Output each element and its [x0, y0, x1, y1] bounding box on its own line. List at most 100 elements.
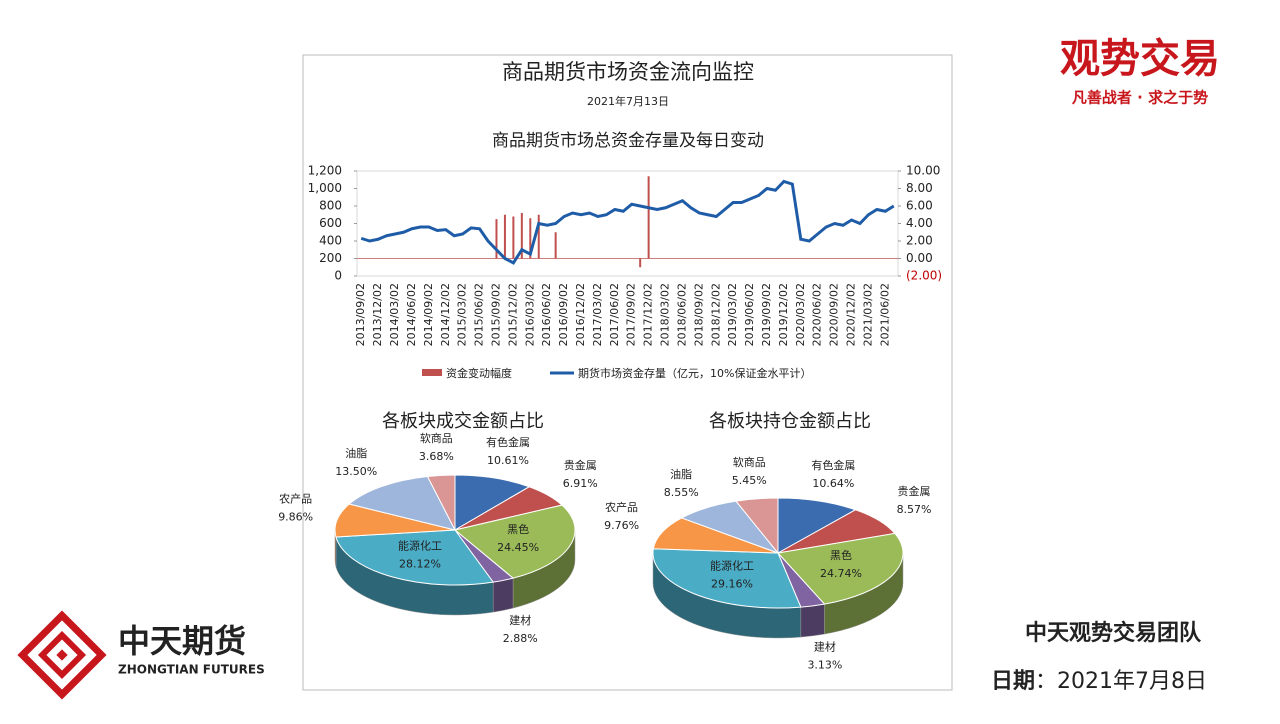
x-tick-label: 2020/09/02: [828, 283, 841, 346]
x-tick-label: 2016/06/02: [540, 283, 553, 346]
pie-label-name: 贵金属: [898, 484, 931, 498]
company-en: ZHONGTIAN FUTURES: [118, 663, 265, 677]
legend-label: 资金变动幅度: [446, 366, 512, 380]
pie-label-name: 有色金属: [486, 435, 530, 449]
pie-slice: [777, 532, 904, 605]
x-tick-label: 2021/06/02: [878, 283, 891, 346]
pie-label-name: 黑色: [830, 548, 852, 562]
pie-label-name: 有色金属: [811, 458, 855, 472]
x-tick-label: 2017/03/02: [591, 283, 604, 346]
pie-slice: [777, 497, 857, 554]
x-tick-label: 2016/09/02: [557, 283, 570, 346]
x-tick-label: 2020/03/02: [794, 283, 807, 346]
pie-label-name: 农产品: [279, 492, 312, 506]
pie-label-value: 2.88%: [503, 632, 538, 645]
bar: [520, 213, 523, 259]
x-tick-label: 2020/06/02: [811, 283, 824, 346]
pie-slice: [454, 474, 531, 531]
x-tick-label: 2018/09/02: [692, 283, 705, 346]
pie-label-name: 软商品: [420, 431, 453, 445]
pie-slice: [652, 517, 779, 554]
x-tick-label: 2015/09/02: [489, 283, 502, 346]
pie-slice: [426, 474, 456, 531]
pie-label-value: 24.74%: [820, 567, 862, 580]
pie-label-name: 油脂: [345, 446, 367, 460]
x-tick-label: 2014/12/02: [439, 283, 452, 346]
bar: [529, 218, 532, 259]
x-tick-label: 2016/12/02: [574, 283, 587, 346]
company-logo-mark: [17, 610, 107, 700]
x-tick-label: 2014/09/02: [422, 283, 435, 346]
pie-label-name: 软商品: [733, 455, 766, 469]
x-tick-label: 2018/06/02: [675, 283, 688, 346]
x-tick-label: 2017/06/02: [608, 283, 621, 346]
x-tick-label: 2019/06/02: [743, 283, 756, 346]
pie-slice: [453, 504, 576, 579]
x-tick-label: 2019/03/02: [726, 283, 739, 346]
pie-slice: [348, 475, 456, 531]
bar: [554, 232, 557, 259]
y-tick-label: 200: [319, 251, 342, 265]
pie-label-name: 能源化工: [398, 539, 442, 553]
pie-label-name: 黑色: [507, 522, 529, 536]
pie-label-value: 5.45%: [732, 474, 767, 487]
x-tick-label: 2013/09/02: [354, 283, 367, 346]
pie-slice: [735, 497, 779, 555]
date-label: 日期: [991, 669, 1035, 694]
y-tick-label: 1,200: [308, 164, 342, 178]
y2-tick-label: (2.00): [906, 269, 942, 283]
pie-label-value: 9.86%: [278, 511, 313, 524]
pie-label-name: 农产品: [605, 500, 638, 514]
pie-label-value: 3.68%: [419, 450, 454, 463]
pie-label-value: 29.16%: [711, 577, 753, 590]
x-tick-label: 2019/12/02: [777, 283, 790, 346]
x-tick-label: 2020/12/02: [845, 283, 858, 346]
x-tick-label: 2014/06/02: [405, 283, 418, 346]
date-value: ：2021年7月8日: [1035, 669, 1207, 694]
pie-label-value: 9.76%: [604, 519, 639, 532]
y-tick-label: 800: [319, 199, 342, 213]
pie-side: [492, 577, 514, 613]
x-tick-label: 2013/12/02: [371, 283, 384, 346]
legend-swatch: [422, 369, 442, 376]
line: [360, 179, 895, 265]
bar: [537, 214, 540, 259]
x-tick-label: 2015/12/02: [506, 283, 519, 346]
pie-label-value: 6.91%: [563, 477, 598, 490]
company-cn: 中天期货: [118, 622, 246, 660]
y-tick-label: 600: [319, 216, 342, 230]
x-tick-label: 2019/09/02: [760, 283, 773, 346]
pie-label-name: 油脂: [670, 467, 692, 481]
x-tick-label: 2016/03/02: [523, 283, 536, 346]
bar: [639, 258, 642, 268]
pie-label-name: 贵金属: [564, 458, 597, 472]
x-tick-label: 2015/03/02: [456, 283, 469, 346]
team: 中天观势交易团队: [1025, 620, 1202, 646]
chart-title: 各板块成交金额占比: [382, 411, 544, 432]
bar: [503, 214, 506, 259]
pie-label-value: 10.64%: [812, 477, 854, 490]
y-tick-label: 0: [334, 269, 342, 283]
pie-label-value: 24.45%: [497, 541, 539, 554]
y2-tick-label: 0.00: [906, 251, 933, 265]
bar: [495, 219, 498, 259]
y2-tick-label: 2.00: [906, 234, 933, 248]
pie-label-name: 建材: [814, 639, 836, 653]
x-tick-label: 2017/12/02: [642, 283, 655, 346]
chart-title: 商品期货市场总资金存量及每日变动: [492, 131, 764, 151]
pie-label-value: 8.55%: [664, 486, 699, 499]
pie-slice: [335, 529, 495, 586]
legend-label: 期货市场资金存量（亿元，10%保证金水平计）: [578, 366, 811, 380]
y2-tick-label: 10.00: [906, 164, 940, 178]
x-tick-label: 2018/03/02: [659, 283, 672, 346]
logo-motto: 凡善战者 · 求之于势: [1072, 89, 1208, 107]
pie-side: [800, 603, 825, 638]
pie-slice: [652, 548, 802, 609]
report-title: 商品期货市场资金流向监控: [502, 60, 754, 84]
y-tick-label: 1,000: [308, 181, 342, 195]
pie-label-name: 能源化工: [710, 558, 754, 572]
bar: [512, 216, 515, 259]
logo-title: 观势交易: [1060, 35, 1220, 82]
